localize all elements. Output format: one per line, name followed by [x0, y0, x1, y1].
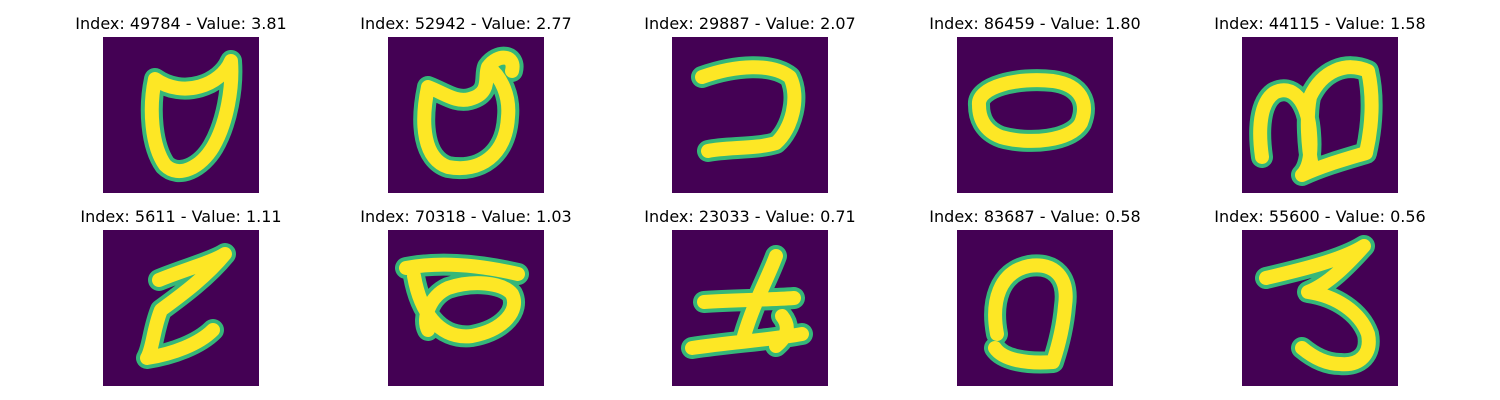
stroke-core: [972, 73, 1091, 148]
stroke-core: [144, 54, 239, 178]
panel-title: Index: 86459 - Value: 1.80: [929, 14, 1141, 33]
panel-title: Index: 83687 - Value: 0.58: [929, 207, 1141, 226]
digit-image: [672, 230, 828, 386]
image-panel: Index: 55600 - Value: 0.56: [1178, 207, 1462, 392]
image-panel: Index: 70318 - Value: 1.03: [324, 207, 608, 392]
digit-image: [388, 37, 544, 193]
image-panel: Index: 5611 - Value: 1.11: [39, 207, 323, 392]
stroke-core: [695, 60, 802, 158]
digit-image: [672, 37, 828, 193]
stroke-core: [685, 249, 809, 355]
panel-title: Index: 52942 - Value: 2.77: [360, 14, 572, 33]
image-panel: Index: 29887 - Value: 2.07: [608, 14, 892, 199]
panel-title: Index: 55600 - Value: 0.56: [1214, 207, 1426, 226]
digit-image: [103, 230, 259, 386]
image-panel: Index: 49784 - Value: 3.81: [39, 14, 323, 199]
image-panel: Index: 23033 - Value: 0.71: [608, 207, 892, 392]
image-panel: Index: 44115 - Value: 1.58: [1178, 14, 1462, 199]
panel-title: Index: 44115 - Value: 1.58: [1214, 14, 1426, 33]
panel-title: Index: 5611 - Value: 1.11: [80, 207, 282, 226]
stroke-core: [1253, 60, 1379, 182]
digit-image: [957, 37, 1113, 193]
image-panel: Index: 86459 - Value: 1.80: [893, 14, 1177, 199]
image-panel: Index: 83687 - Value: 0.58: [893, 207, 1177, 392]
stroke-core: [140, 247, 232, 365]
panel-title: Index: 29887 - Value: 2.07: [644, 14, 856, 33]
digit-image: [103, 37, 259, 193]
stroke-core: [1259, 239, 1376, 372]
digit-image: [1242, 230, 1398, 386]
digit-image: [1242, 37, 1398, 193]
stroke-core: [417, 50, 520, 176]
panel-title: Index: 49784 - Value: 3.81: [75, 14, 287, 33]
panel-title: Index: 23033 - Value: 0.71: [644, 207, 856, 226]
stroke-core: [988, 258, 1073, 370]
stroke-core: [399, 257, 525, 344]
digit-image: [957, 230, 1113, 386]
digit-image: [388, 230, 544, 386]
image-panel: Index: 52942 - Value: 2.77: [324, 14, 608, 199]
panel-title: Index: 70318 - Value: 1.03: [360, 207, 572, 226]
